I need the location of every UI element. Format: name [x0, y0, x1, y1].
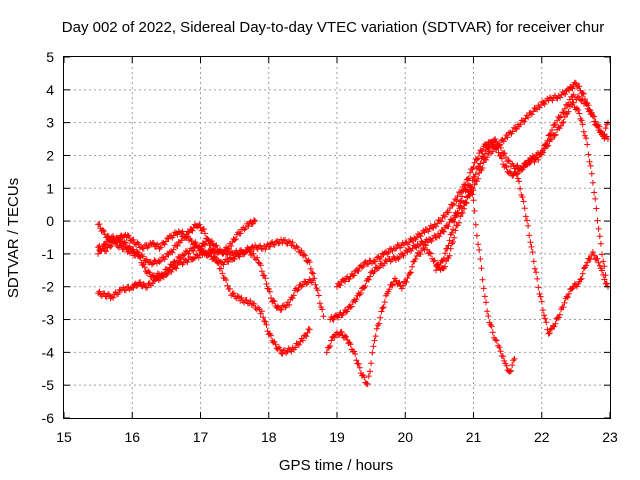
- x-tick-label: 16: [124, 429, 140, 445]
- data-point-markers: [323, 99, 610, 387]
- series-track-f: [323, 99, 610, 387]
- series-track-d: [95, 217, 259, 257]
- data-point-markers: [95, 221, 313, 357]
- x-tick-label: 15: [56, 429, 72, 445]
- x-tick-label: 17: [193, 429, 209, 445]
- y-tick-label: -2: [42, 279, 55, 295]
- series-track-i: [514, 175, 611, 337]
- series-track-g: [334, 91, 611, 290]
- y-tick-label: -3: [42, 312, 55, 328]
- y-tick-label: 0: [46, 213, 54, 229]
- series-track-e: [327, 79, 611, 323]
- data-point-markers: [514, 175, 611, 337]
- chart-title: Day 002 of 2022, Sidereal Day-to-day VTE…: [62, 19, 604, 36]
- x-tick-label: 19: [329, 429, 345, 445]
- data-point-markers: [433, 182, 518, 375]
- y-tick-label: 5: [46, 49, 54, 65]
- y-tick-label: 3: [46, 115, 54, 131]
- data-point-markers: [327, 79, 611, 323]
- series-track-c: [95, 221, 313, 357]
- x-axis-label: GPS time / hours: [279, 457, 393, 474]
- plot-frame: [63, 56, 611, 419]
- data-point-markers: [334, 91, 611, 290]
- data-series: [95, 79, 611, 387]
- y-tick-label: -5: [42, 377, 55, 393]
- y-tick-label: 2: [46, 147, 54, 163]
- y-tick-label: 4: [46, 82, 54, 98]
- y-tick-label: -1: [42, 246, 55, 262]
- x-tick-label: 18: [261, 429, 277, 445]
- x-tick-label: 21: [466, 429, 482, 445]
- data-point-markers: [95, 217, 259, 257]
- y-tick-label: 1: [46, 180, 54, 196]
- y-axis-label: SDTVAR / TECUs: [5, 178, 22, 298]
- x-tick-label: 20: [397, 429, 413, 445]
- grid: [64, 57, 610, 418]
- series-track-h: [433, 182, 518, 375]
- x-tick-label: 22: [534, 429, 550, 445]
- x-tick-label: 23: [602, 429, 618, 445]
- y-tick-label: -4: [42, 344, 55, 360]
- y-tick-label: -6: [42, 410, 55, 426]
